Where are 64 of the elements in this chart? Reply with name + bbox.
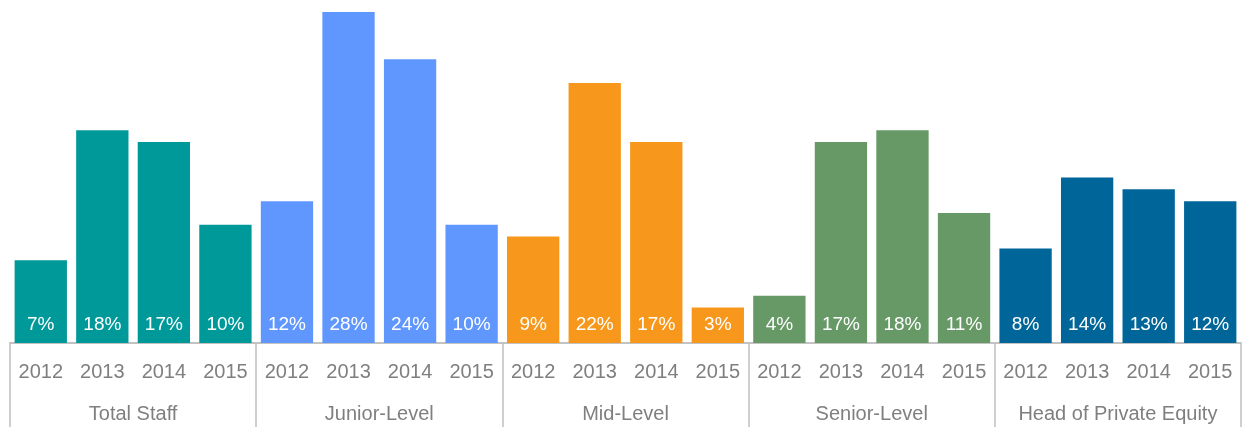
x-tick-label: 2014 — [634, 360, 679, 382]
x-tick-label: 2014 — [387, 360, 433, 382]
data-label: 28% — [329, 313, 368, 334]
data-label: 10% — [206, 313, 245, 334]
x-tick-label: 2015 — [449, 360, 494, 382]
x-tick-label: 2015 — [941, 360, 987, 382]
text: Senior-Level — [815, 402, 928, 424]
data-label: 7% — [27, 313, 55, 334]
data-label: 17% — [637, 313, 676, 334]
bar — [76, 130, 129, 343]
data-label: 12% — [267, 313, 307, 334]
x-tick-label: 2013 — [326, 360, 371, 382]
data-label: 12% — [1191, 313, 1230, 334]
bar — [14, 260, 67, 343]
bar — [630, 142, 683, 343]
bar — [137, 142, 191, 343]
data-label: 11% — [945, 313, 983, 334]
text: Mid-Level — [582, 402, 669, 424]
bar — [999, 248, 1052, 343]
x-tick-label: 2014 — [1126, 360, 1171, 382]
data-label: 18% — [83, 313, 122, 334]
data-label: 14% — [1068, 313, 1107, 334]
x-tick-label: 2014 — [880, 360, 925, 382]
text: Total Staff — [88, 402, 178, 424]
data-label: 17% — [144, 313, 183, 334]
data-label: 3% — [704, 313, 732, 334]
bar — [507, 236, 560, 343]
bar — [199, 224, 252, 343]
data-label: 9% — [519, 313, 548, 334]
x-tick-label: 2015 — [1187, 360, 1233, 382]
x-tick-label: 2015 — [203, 360, 248, 382]
x-tick-label: 2013 — [572, 360, 617, 382]
data-label: 18% — [883, 313, 922, 334]
x-tick-label: 2014 — [141, 360, 187, 382]
bar — [568, 82, 621, 343]
bar — [322, 12, 375, 343]
x-tick-label: 2013 — [818, 360, 864, 382]
bar — [937, 212, 991, 343]
text: Head of Private Equity — [1018, 402, 1218, 424]
x-tick-label: 2012 — [264, 360, 310, 382]
text: Junior-Level — [324, 402, 434, 424]
x-tick-label: 2013 — [1064, 360, 1110, 382]
x-tick-label: 2012 — [1003, 360, 1048, 382]
bar — [753, 295, 806, 343]
x-tick-label: 2015 — [695, 360, 741, 382]
x-tick-label: 2012 — [510, 360, 556, 382]
x-tick-label: 2013 — [80, 360, 125, 382]
bar — [1060, 177, 1114, 343]
data-label: 4% — [765, 313, 794, 334]
bar — [876, 130, 929, 343]
data-label: 13% — [1129, 313, 1168, 334]
data-label: 22% — [575, 313, 614, 334]
bar — [814, 142, 868, 343]
x-tick-label: 2012 — [18, 360, 64, 382]
bar — [1184, 201, 1237, 343]
data-label: 10% — [452, 313, 491, 334]
bar — [445, 224, 498, 343]
data-label: 24% — [391, 313, 430, 334]
x-tick-label: 2012 — [757, 360, 802, 382]
data-label: 17% — [821, 313, 861, 334]
bar — [260, 201, 314, 343]
bar — [383, 59, 437, 343]
bar — [1122, 189, 1175, 343]
data-label: 8% — [1011, 313, 1040, 334]
